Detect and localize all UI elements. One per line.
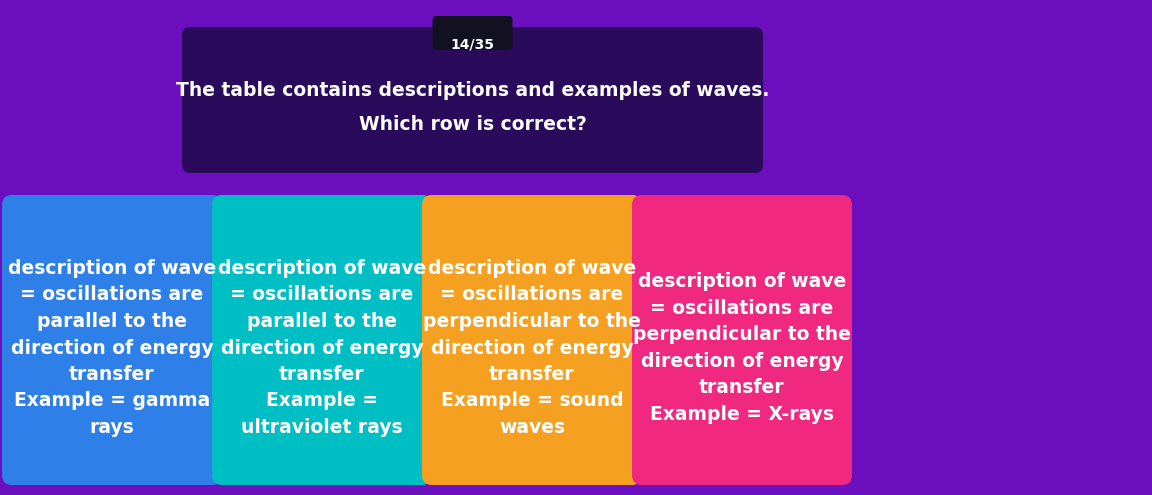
Text: description of wave
= oscillations are
parallel to the
direction of energy
trans: description of wave = oscillations are p… bbox=[8, 259, 217, 437]
Text: description of wave
= oscillations are
perpendicular to the
direction of energy
: description of wave = oscillations are p… bbox=[634, 272, 851, 424]
FancyBboxPatch shape bbox=[432, 16, 513, 50]
FancyBboxPatch shape bbox=[212, 195, 432, 485]
Text: description of wave
= oscillations are
parallel to the
direction of energy
trans: description of wave = oscillations are p… bbox=[218, 259, 426, 437]
FancyBboxPatch shape bbox=[422, 195, 642, 485]
Text: The table contains descriptions and examples of waves.: The table contains descriptions and exam… bbox=[176, 81, 770, 99]
Text: 14/35: 14/35 bbox=[450, 38, 494, 52]
FancyBboxPatch shape bbox=[2, 195, 222, 485]
Text: Which row is correct?: Which row is correct? bbox=[358, 115, 586, 135]
Text: description of wave
= oscillations are
perpendicular to the
direction of energy
: description of wave = oscillations are p… bbox=[423, 259, 641, 437]
FancyBboxPatch shape bbox=[182, 27, 763, 173]
FancyBboxPatch shape bbox=[632, 195, 852, 485]
